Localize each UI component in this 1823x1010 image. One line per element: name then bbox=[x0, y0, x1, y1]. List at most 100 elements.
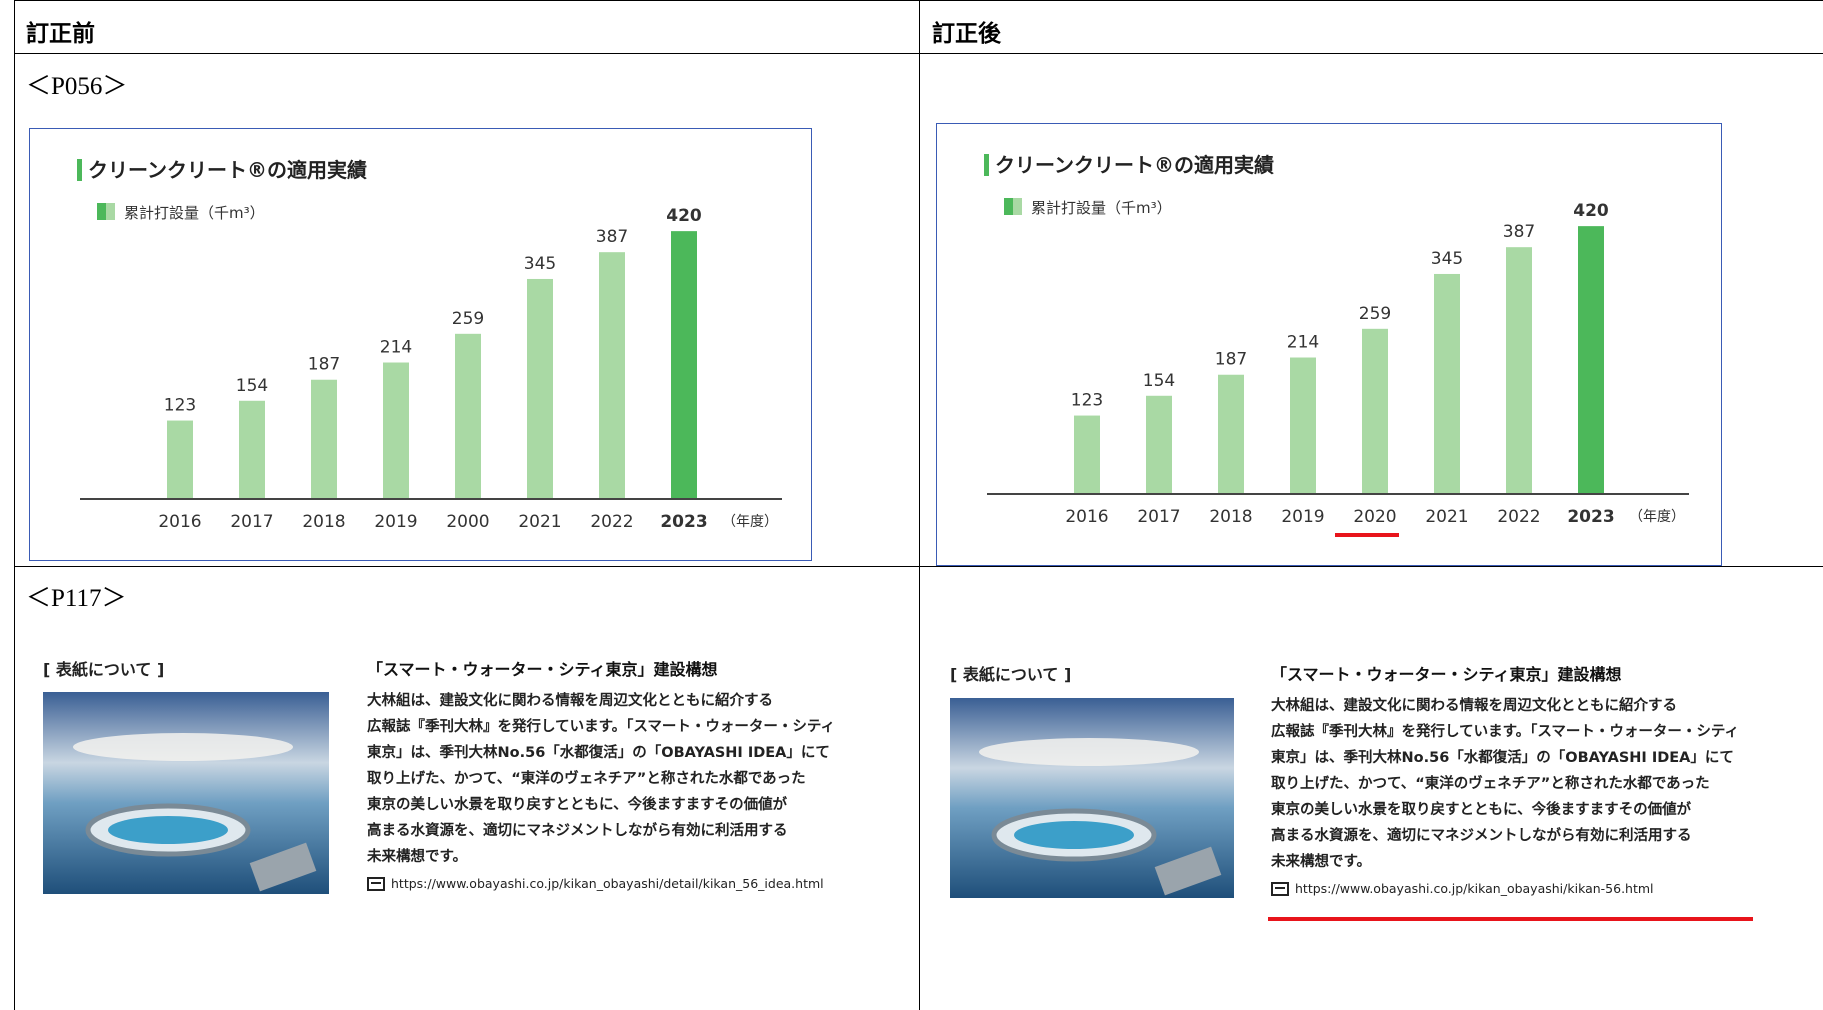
legend-swatch bbox=[1013, 198, 1022, 215]
bar bbox=[671, 231, 697, 499]
x-tick-label: 2021 bbox=[1425, 507, 1468, 527]
title-marker bbox=[984, 154, 989, 176]
x-tick-label: 2016 bbox=[158, 512, 201, 532]
x-unit-label: （年度） bbox=[722, 514, 778, 530]
body-line: 広報誌『季刊大林』を発行しています。「スマート・ウォーター・シティ bbox=[367, 714, 835, 740]
chart-title: クリーンクリート®の適用実績 bbox=[88, 158, 367, 182]
bar bbox=[599, 252, 625, 499]
page-label: ＜P056＞ bbox=[26, 66, 127, 102]
x-tick-label: 2000 bbox=[446, 512, 489, 532]
cover-heading: 「スマート・ウォーター・シティ東京」建設構想 bbox=[1271, 661, 1622, 685]
value-label: 123 bbox=[164, 396, 196, 416]
x-tick-label: 2018 bbox=[1209, 507, 1252, 527]
value-label: 154 bbox=[1143, 371, 1175, 391]
cover-body: 大林組は、建設文化に関わる情報を周辺文化とともに紹介する広報誌『季刊大林』を発行… bbox=[367, 688, 835, 870]
bar bbox=[1146, 396, 1172, 494]
cover-body: 大林組は、建設文化に関わる情報を周辺文化とともに紹介する広報誌『季刊大林』を発行… bbox=[1271, 693, 1739, 875]
chart-frame: クリーンクリート®の適用実績累計打設量（千m³） 123 154 187 214 259 3… bbox=[936, 123, 1722, 566]
cover-url: https://www.obayashi.co.jp/kikan_obayash… bbox=[1295, 881, 1654, 896]
value-label: 214 bbox=[380, 338, 412, 358]
bar bbox=[1506, 247, 1532, 494]
value-label: 154 bbox=[236, 376, 268, 396]
cover-photo bbox=[43, 692, 329, 894]
x-tick-label: 2019 bbox=[374, 512, 417, 532]
body-line: 大林組は、建設文化に関わる情報を周辺文化とともに紹介する bbox=[367, 688, 835, 714]
correction-underline bbox=[1335, 533, 1399, 537]
value-label: 387 bbox=[596, 227, 628, 247]
value-label: 214 bbox=[1287, 333, 1319, 353]
bar bbox=[1074, 416, 1100, 494]
legend-swatch bbox=[1004, 198, 1013, 215]
bar bbox=[527, 279, 553, 499]
bar bbox=[1578, 226, 1604, 494]
x-tick-label: 2022 bbox=[1497, 507, 1540, 527]
bar bbox=[455, 334, 481, 499]
link-icon bbox=[367, 877, 385, 891]
body-line: 未来構想です。 bbox=[1271, 849, 1739, 875]
correction-underline bbox=[1268, 917, 1753, 921]
value-label: 187 bbox=[1215, 350, 1247, 370]
header-cell: 訂正前 bbox=[26, 14, 95, 48]
chart-title: クリーンクリート®の適用実績 bbox=[995, 153, 1274, 177]
bar bbox=[167, 421, 193, 499]
body-line: 東京」は、季刊大林No.56「水都復活」の「OBAYASHI IDEA」にて bbox=[367, 740, 835, 766]
body-line: 広報誌『季刊大林』を発行しています。「スマート・ウォーター・シティ bbox=[1271, 719, 1739, 745]
value-label: 387 bbox=[1503, 222, 1535, 242]
legend-label: 累計打設量（千m³） bbox=[124, 204, 265, 222]
bar bbox=[311, 380, 337, 499]
cover-caption: [ 表紙について ] bbox=[43, 656, 164, 680]
page: 訂正前 訂正後 ＜P056＞ ＜P117＞ クリーンクリート®の適用実績累計打設… bbox=[0, 0, 1823, 1010]
body-line: 取り上げた、かつて、“東洋のヴェネチア”と称された水都であった bbox=[367, 766, 835, 792]
value-label: 420 bbox=[666, 206, 702, 226]
value-label: 187 bbox=[308, 355, 340, 375]
value-label: 345 bbox=[1431, 249, 1463, 269]
body-line: 大林組は、建設文化に関わる情報を周辺文化とともに紹介する bbox=[1271, 693, 1739, 719]
legend-swatch bbox=[106, 203, 115, 220]
title-marker bbox=[77, 159, 82, 181]
x-tick-label: 2023 bbox=[1567, 507, 1614, 527]
table-border bbox=[14, 0, 15, 1010]
bar bbox=[383, 363, 409, 499]
url-row: https://www.obayashi.co.jp/kikan_obayash… bbox=[1271, 881, 1654, 896]
value-label: 420 bbox=[1573, 201, 1609, 221]
url-row: https://www.obayashi.co.jp/kikan_obayash… bbox=[367, 876, 824, 891]
body-line: 東京」は、季刊大林No.56「水都復活」の「OBAYASHI IDEA」にて bbox=[1271, 745, 1739, 771]
value-label: 123 bbox=[1071, 391, 1103, 411]
link-icon bbox=[1271, 882, 1289, 896]
cover-url: https://www.obayashi.co.jp/kikan_obayash… bbox=[391, 876, 824, 891]
body-line: 高まる水資源を、適切にマネジメントしながら有効に利活用する bbox=[367, 818, 835, 844]
x-tick-label: 2020 bbox=[1353, 507, 1396, 527]
x-tick-label: 2016 bbox=[1065, 507, 1108, 527]
value-label: 345 bbox=[524, 254, 556, 274]
x-tick-label: 2017 bbox=[1137, 507, 1180, 527]
body-line: 東京の美しい水景を取り戻すとともに、今後ますますその価値が bbox=[367, 792, 835, 818]
body-line: 未来構想です。 bbox=[367, 844, 835, 870]
x-tick-label: 2023 bbox=[660, 512, 707, 532]
bar bbox=[1218, 375, 1244, 494]
x-unit-label: （年度） bbox=[1629, 509, 1685, 525]
cover-caption: [ 表紙について ] bbox=[950, 661, 1071, 685]
x-tick-label: 2019 bbox=[1281, 507, 1324, 527]
body-line: 取り上げた、かつて、“東洋のヴェネチア”と称された水都であった bbox=[1271, 771, 1739, 797]
table-border bbox=[919, 0, 920, 1010]
body-line: 東京の美しい水景を取り戻すとともに、今後ますますその価値が bbox=[1271, 797, 1739, 823]
bar bbox=[1290, 358, 1316, 494]
legend-swatch bbox=[97, 203, 106, 220]
value-label: 259 bbox=[1359, 304, 1391, 324]
chart-frame: クリーンクリート®の適用実績累計打設量（千m³） 123 154 187 214 259 3… bbox=[29, 128, 812, 561]
page-label: ＜P117＞ bbox=[26, 578, 126, 614]
bar bbox=[1362, 329, 1388, 494]
x-tick-label: 2021 bbox=[518, 512, 561, 532]
x-tick-label: 2017 bbox=[230, 512, 273, 532]
cover-photo bbox=[950, 698, 1234, 898]
x-tick-label: 2018 bbox=[302, 512, 345, 532]
body-line: 高まる水資源を、適切にマネジメントしながら有効に利活用する bbox=[1271, 823, 1739, 849]
value-label: 259 bbox=[452, 309, 484, 329]
legend-label: 累計打設量（千m³） bbox=[1031, 199, 1172, 217]
bar bbox=[1434, 274, 1460, 494]
header-cell: 訂正後 bbox=[932, 14, 1001, 48]
bar bbox=[239, 401, 265, 499]
x-tick-label: 2022 bbox=[590, 512, 633, 532]
